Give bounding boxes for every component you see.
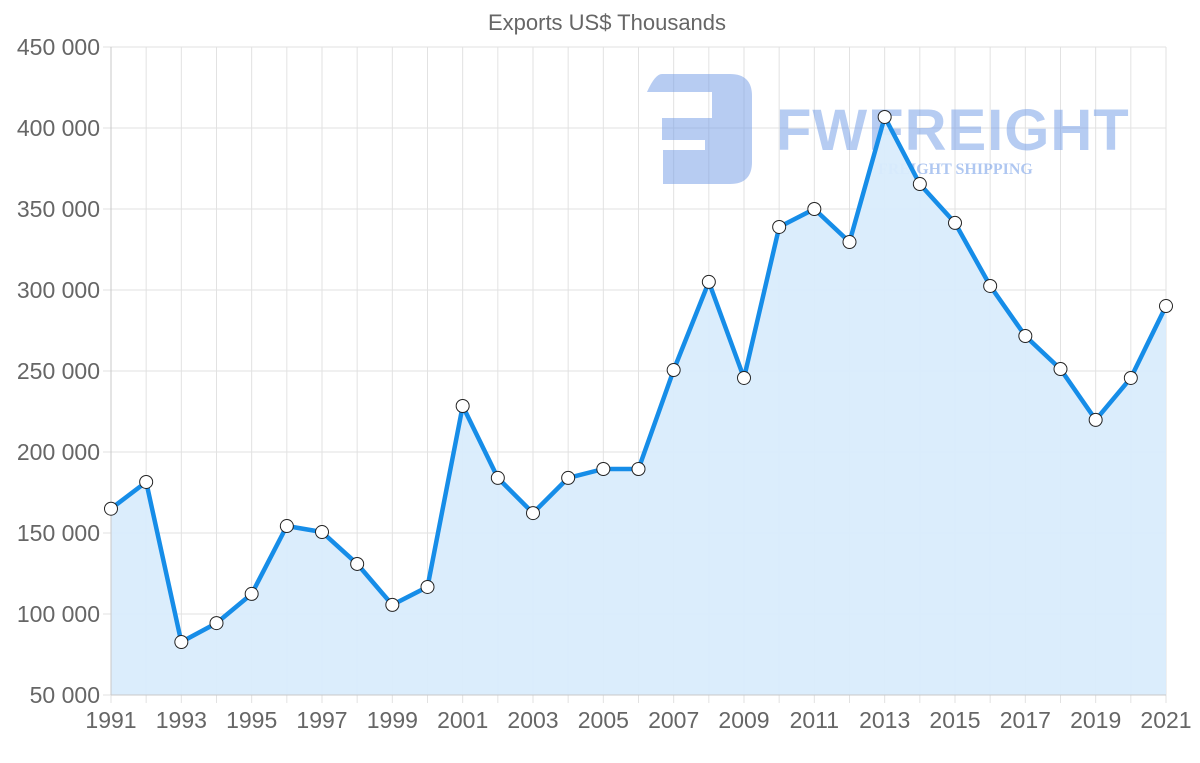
data-point[interactable] bbox=[948, 215, 962, 230]
data-point[interactable] bbox=[139, 474, 154, 489]
data-point[interactable] bbox=[209, 616, 224, 631]
y-tick-label: 300 000 bbox=[17, 277, 100, 303]
y-tick-label: 50 000 bbox=[30, 682, 100, 708]
x-tick-label: 2011 bbox=[790, 707, 839, 733]
y-tick-label: 250 000 bbox=[17, 358, 100, 384]
x-tick-label: 2007 bbox=[648, 707, 699, 733]
data-point[interactable] bbox=[596, 462, 611, 477]
watermark-brand: FWFREIGHT bbox=[776, 98, 1130, 163]
data-point[interactable] bbox=[561, 470, 576, 485]
x-tick-label: 2001 bbox=[437, 707, 488, 733]
x-tick-label: 2021 bbox=[1140, 707, 1191, 733]
y-tick-label: 350 000 bbox=[17, 196, 100, 222]
x-tick-label: 1997 bbox=[296, 707, 347, 733]
data-point[interactable] bbox=[385, 597, 400, 612]
x-tick-label: 2003 bbox=[507, 707, 558, 733]
x-tick-label: 2019 bbox=[1070, 707, 1121, 733]
x-tick-label: 2009 bbox=[718, 707, 769, 733]
x-tick-label: 2017 bbox=[1000, 707, 1051, 733]
data-point[interactable] bbox=[842, 235, 857, 250]
x-tick-label: 2015 bbox=[929, 707, 980, 733]
y-tick-label: 400 000 bbox=[17, 115, 100, 141]
data-point[interactable] bbox=[244, 586, 259, 601]
x-tick-label: 2013 bbox=[859, 707, 910, 733]
data-point[interactable] bbox=[490, 470, 505, 485]
fw-logo-icon bbox=[647, 74, 752, 184]
data-point[interactable] bbox=[420, 579, 435, 594]
x-tick-label: 1993 bbox=[156, 707, 207, 733]
area-fill bbox=[111, 117, 1166, 695]
data-point[interactable] bbox=[1053, 362, 1068, 377]
data-point[interactable] bbox=[877, 109, 892, 124]
watermark-logo: FWFREIGHT FREIGHT SHIPPING bbox=[647, 74, 1130, 184]
data-point[interactable] bbox=[350, 556, 365, 571]
x-tick-label: 1995 bbox=[226, 707, 277, 733]
data-point[interactable] bbox=[772, 219, 787, 234]
x-tick-label: 1999 bbox=[367, 707, 418, 733]
x-tick-label: 1991 bbox=[85, 707, 136, 733]
data-point[interactable] bbox=[631, 462, 646, 477]
y-axis-labels: 450 000 400 000 350 000 300 000 250 000 200 0… bbox=[17, 34, 100, 708]
data-point[interactable] bbox=[1018, 329, 1033, 344]
data-point[interactable] bbox=[1088, 412, 1103, 427]
data-point[interactable] bbox=[666, 363, 681, 378]
data-point[interactable] bbox=[526, 506, 540, 521]
data-point[interactable] bbox=[174, 635, 189, 650]
data-point[interactable] bbox=[455, 398, 470, 413]
y-tick-label: 150 000 bbox=[17, 520, 100, 546]
y-tick-label: 100 000 bbox=[17, 601, 100, 627]
data-point[interactable] bbox=[104, 501, 118, 516]
data-point[interactable] bbox=[807, 202, 822, 216]
data-point[interactable] bbox=[315, 525, 329, 540]
data-point[interactable] bbox=[737, 370, 751, 385]
data-point[interactable] bbox=[701, 274, 716, 289]
axes bbox=[110, 47, 1166, 696]
data-point[interactable] bbox=[1123, 370, 1138, 385]
data-point[interactable] bbox=[1159, 299, 1173, 314]
data-points bbox=[104, 109, 1173, 650]
data-point[interactable] bbox=[912, 177, 927, 192]
y-tick-label: 200 000 bbox=[17, 439, 100, 465]
data-point[interactable] bbox=[279, 519, 294, 534]
x-axis-labels: 1991 1993 1995 1997 1999 2001 2003 2005 2007 2009… bbox=[85, 707, 1191, 733]
y-tick-label: 450 000 bbox=[17, 34, 100, 60]
data-point[interactable] bbox=[983, 278, 998, 293]
chart-title: Exports US$ Thousands bbox=[488, 10, 726, 35]
x-tick-label: 2005 bbox=[578, 707, 629, 733]
